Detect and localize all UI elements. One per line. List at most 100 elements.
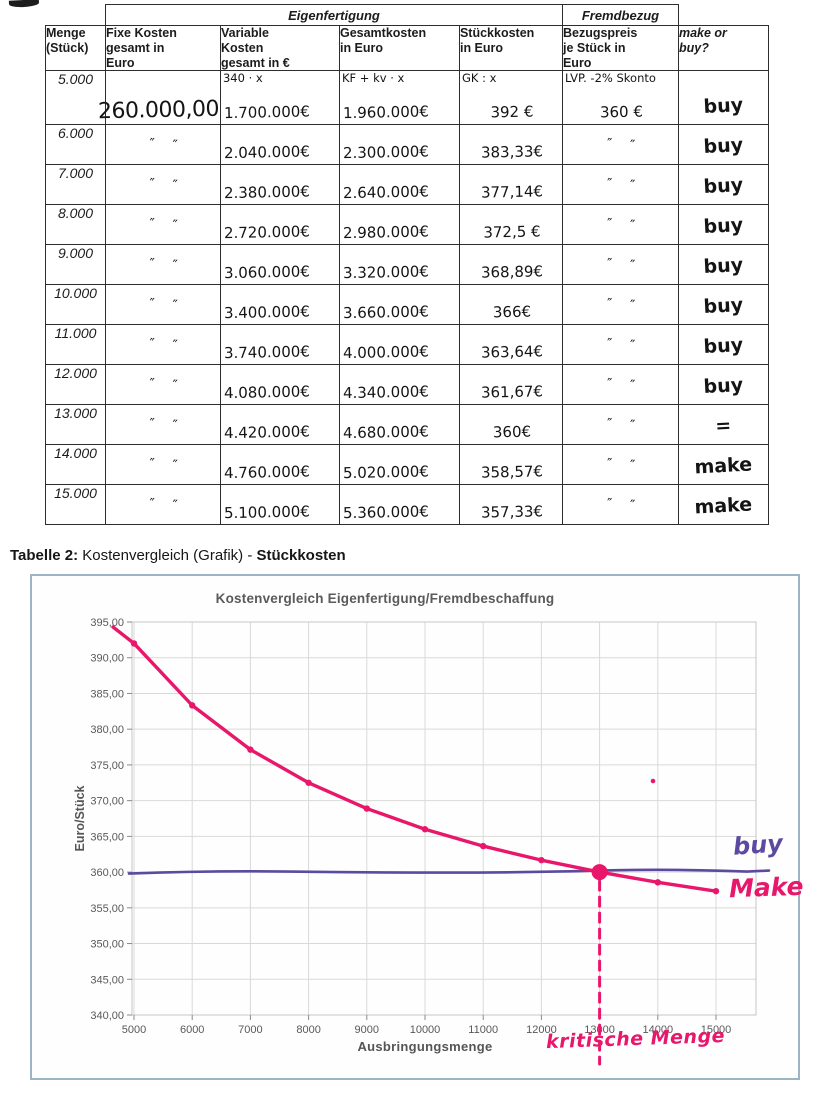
y-tick-label: 395,00	[90, 617, 124, 629]
cell-gesamtkosten: KF + kv · x 1.960.000€	[338, 70, 460, 126]
handwritten-value: 4.760.000€	[223, 462, 311, 483]
cell-make-or-buy: buy	[677, 164, 769, 206]
y-axis-title: Euro/Stück	[73, 785, 87, 851]
cell-variable-kosten: 2.380.000€	[219, 164, 340, 206]
cell-stueckkosten: 377,14€	[458, 164, 563, 206]
y-tick-label: 365,00	[90, 831, 124, 843]
handwritten-formula: LVP. -2% Skonto	[564, 71, 656, 86]
x-tick-label: 5000	[122, 1024, 146, 1036]
cell-bezugspreis: ″ ″	[561, 444, 679, 486]
handwritten-value: buy	[702, 174, 744, 199]
cell-make-or-buy: make	[677, 444, 769, 486]
handwritten-value: ″ ″	[148, 256, 179, 275]
table-row: 15.000 ″ ″ 5.100.000€ 5.360.000€ 357,33€ ″ ″ m…	[45, 484, 769, 526]
cell-bezugspreis: ″ ″	[561, 404, 679, 446]
x-tick-label: 12000	[526, 1024, 557, 1036]
y-tick-label: 355,00	[90, 903, 124, 915]
handwritten-value: 360 €	[599, 102, 644, 122]
y-tick-label: 390,00	[90, 653, 124, 665]
cell-make-or-buy: buy	[677, 204, 769, 246]
handwritten-value: 1.700.000€	[223, 102, 311, 123]
handwritten-value: 377,14€	[480, 182, 544, 202]
cell-stueckkosten: 368,89€	[458, 244, 563, 286]
cell-make-or-buy: =	[677, 404, 769, 446]
cell-bezugspreis: ″ ″	[561, 324, 679, 366]
handwritten-value: 3.320.000€	[342, 262, 430, 283]
handwritten-value: ″ ″	[606, 336, 636, 355]
cell-fixe-kosten: ″ ″	[105, 404, 221, 446]
cell-variable-kosten: 3.740.000€	[219, 324, 340, 366]
cell-make-or-buy: make	[677, 484, 769, 526]
cell-bezugspreis: ″ ″	[561, 124, 679, 166]
handwritten-value: ″ ″	[606, 176, 636, 195]
cell-variable-kosten: 2.040.000€	[219, 124, 340, 166]
handwritten-value: 361,67€	[480, 382, 544, 402]
cell-stueckkosten: 383,33€	[458, 124, 563, 166]
handwritten-value: ″ ″	[148, 296, 179, 315]
handwritten-value: =	[714, 414, 732, 438]
cell-fixe-kosten: ″ ″	[105, 204, 221, 246]
cell-bezugspreis: ″ ″	[561, 204, 679, 246]
handwritten-value: ″ ″	[148, 336, 179, 355]
buy-line	[127, 868, 771, 875]
data-point-marker	[189, 702, 196, 709]
col-header-fixekosten: Fixe Kosten gesamt in Euro	[105, 24, 221, 72]
tabelle2-heading: Tabelle 2: Kostenvergleich (Grafik) - St…	[10, 547, 346, 564]
cell-gesamtkosten: 5.360.000€	[338, 484, 460, 526]
chart-plot-area: 340,00 345,00 350,00 355,00 360,00 365,00 370,…	[73, 617, 771, 1066]
handwritten-value: 358,57€	[480, 462, 544, 482]
handwritten-value: ″ ″	[606, 496, 636, 515]
cell-menge: 11.000	[45, 324, 106, 366]
handwritten-value: 260.000,00	[97, 96, 220, 125]
handwritten-value: 368,89€	[480, 262, 544, 282]
axis-labels: 340,00 345,00 350,00 355,00 360,00 365,00 370,…	[90, 617, 731, 1036]
handwritten-value: 2.980.000€	[342, 222, 430, 243]
x-tick-label: 11000	[468, 1024, 498, 1036]
cell-gesamtkosten: 4.340.000€	[338, 364, 460, 406]
table-row: 5.000 260.000,00 340 · x 1.700.000€ KF + kv …	[45, 70, 769, 126]
cost-comparison-chart: Kostenvergleich Eigenfertigung/Fremdbesc…	[30, 574, 804, 1080]
y-tick-label: 385,00	[90, 688, 124, 700]
cell-stueckkosten: 363,64€	[458, 324, 563, 366]
cell-make-or-buy: buy	[677, 124, 769, 166]
y-tick-label: 370,00	[90, 796, 124, 808]
kostenvergleich-table: Eigenfertigung Fremdbezug Menge (Stück) …	[45, 4, 769, 526]
x-tick-label: 7000	[238, 1024, 262, 1036]
group-header-fremdbezug: Fremdbezug	[561, 4, 679, 26]
cell-make-or-buy: buy	[677, 324, 769, 366]
cell-menge: 6.000	[45, 124, 106, 166]
y-tick-label: 360,00	[90, 867, 124, 879]
cell-menge: 13.000	[45, 404, 106, 446]
cell-variable-kosten: 3.060.000€	[219, 244, 340, 286]
cell-bezugspreis: ″ ″	[561, 164, 679, 206]
handwritten-value: ″ ″	[148, 496, 179, 515]
cell-variable-kosten: 4.080.000€	[219, 364, 340, 406]
handwritten-value: 2.040.000€	[223, 142, 311, 163]
handwritten-value: ″ ″	[606, 416, 636, 435]
cell-fixe-kosten: ″ ″	[105, 284, 221, 326]
table-row: 12.000 ″ ″ 4.080.000€ 4.340.000€ 361,67€ ″ ″ b…	[45, 364, 769, 406]
cell-fixe-kosten: ″ ″	[105, 124, 221, 166]
cell-fixe-kosten: ″ ″	[105, 164, 221, 206]
col-header-bezugspreis: Bezugspreis je Stück in Euro	[561, 24, 679, 72]
table-row: 10.000 ″ ″ 3.400.000€ 3.660.000€ 366€ ″ ″ buy	[45, 284, 769, 326]
cell-gesamtkosten: 2.980.000€	[338, 204, 460, 246]
handwritten-value: ″ ″	[148, 376, 179, 395]
cell-make-or-buy: buy	[677, 364, 769, 406]
make-curve	[111, 625, 718, 893]
cell-variable-kosten: 3.400.000€	[219, 284, 340, 326]
group-header-spacer	[46, 5, 106, 26]
handwritten-value: 5.360.000€	[342, 502, 430, 523]
handwritten-value: 4.680.000€	[342, 422, 430, 443]
handwritten-value: ″ ″	[148, 176, 179, 195]
col-header-menge: Menge (Stück)	[45, 24, 106, 72]
col-header-make-or-buy: make or buy?	[677, 24, 769, 72]
table-row: 6.000 ″ ″ 2.040.000€ 2.300.000€ 383,33€ ″ ″ bu…	[45, 124, 769, 166]
cell-menge: 14.000	[45, 444, 106, 486]
cell-fixe-kosten: ″ ″	[105, 484, 221, 526]
handwritten-value: 360€	[492, 422, 532, 442]
cell-variable-kosten: 4.420.000€	[219, 404, 340, 446]
handwritten-value: 3.660.000€	[342, 302, 430, 323]
cell-stueckkosten: 372,5 €	[458, 204, 563, 246]
handwritten-value: ″ ″	[606, 256, 636, 275]
